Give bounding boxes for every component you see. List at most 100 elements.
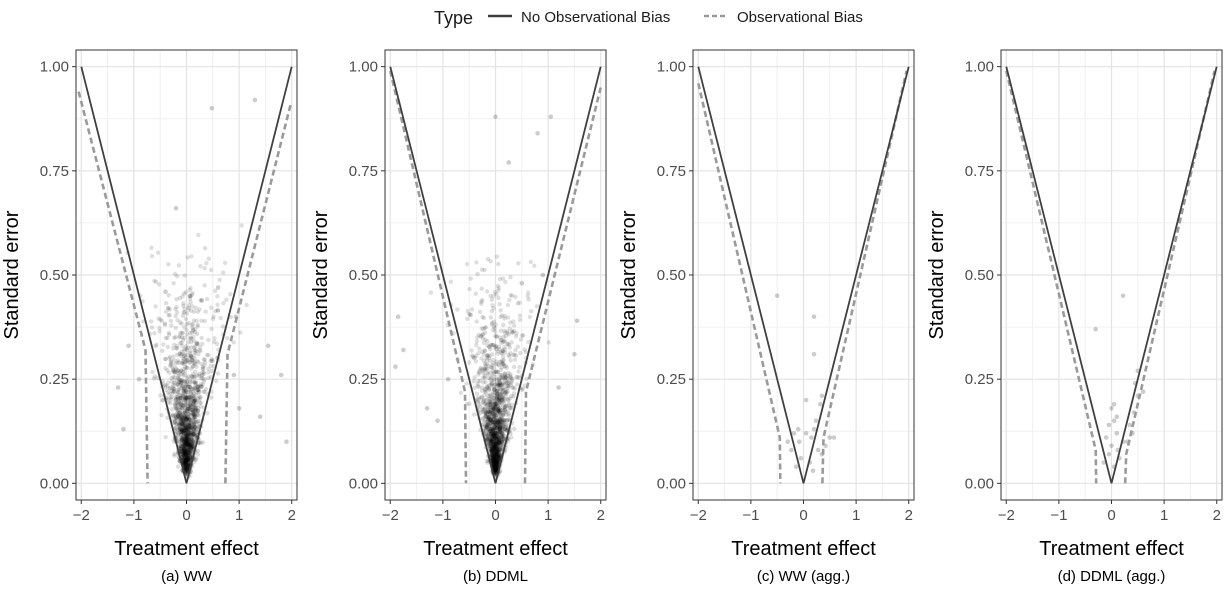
- data-point: [184, 457, 189, 462]
- data-point: [179, 421, 185, 426]
- data-point: [491, 365, 496, 371]
- data-point: [183, 430, 188, 435]
- data-point: [185, 427, 190, 432]
- data-point: [183, 461, 189, 466]
- data-point: [185, 451, 190, 457]
- data-point: [181, 430, 186, 436]
- data-point: [236, 406, 242, 411]
- data-point: [183, 458, 188, 463]
- data-point: [199, 318, 204, 323]
- data-point: [209, 106, 215, 111]
- data-point: [121, 426, 126, 432]
- data-point: [165, 380, 171, 385]
- data-point: [195, 324, 200, 329]
- data-point: [189, 408, 195, 413]
- data-point: [175, 358, 180, 363]
- data-point: [188, 442, 193, 447]
- data-point: [186, 401, 192, 406]
- data-point: [185, 389, 190, 395]
- data-point: [187, 441, 192, 447]
- data-point: [178, 421, 184, 426]
- data-point: [185, 450, 190, 455]
- data-point: [214, 378, 219, 384]
- data-point: [175, 427, 181, 432]
- data-point: [481, 358, 487, 364]
- data-point: [177, 370, 182, 375]
- data-point: [180, 361, 185, 366]
- data-point: [181, 442, 186, 447]
- data-point: [187, 444, 192, 449]
- data-point: [189, 407, 195, 413]
- data-point: [197, 389, 202, 394]
- data-point: [797, 439, 802, 445]
- data-point: [471, 412, 477, 417]
- data-point: [183, 344, 189, 349]
- data-point: [184, 346, 189, 351]
- data-point: [180, 428, 185, 434]
- data-point: [228, 292, 233, 297]
- data-point: [182, 325, 187, 330]
- y-tick-label: 0.50: [657, 267, 686, 284]
- data-point: [177, 351, 182, 357]
- data-point: [204, 296, 210, 302]
- data-point: [194, 402, 199, 408]
- data-point: [179, 349, 184, 354]
- data-point: [184, 465, 190, 471]
- data-point: [181, 370, 186, 375]
- data-point: [182, 414, 187, 419]
- data-point: [193, 350, 198, 355]
- data-point: [184, 460, 189, 465]
- data-point: [152, 331, 157, 336]
- data-point: [149, 253, 155, 259]
- data-point: [183, 450, 188, 455]
- data-point: [199, 335, 204, 341]
- data-point: [181, 422, 186, 427]
- data-point: [238, 330, 243, 335]
- data-point: [485, 407, 490, 413]
- data-point: [169, 358, 174, 363]
- data-point: [188, 308, 194, 313]
- x-tick-label: 1: [235, 507, 243, 524]
- data-point: [184, 433, 190, 439]
- data-point: [182, 346, 187, 352]
- data-point: [192, 360, 197, 365]
- data-point: [509, 435, 514, 440]
- data-point: [192, 431, 197, 436]
- data-point: [185, 449, 190, 455]
- data-point: [187, 457, 192, 462]
- data-point: [192, 362, 198, 367]
- data-point: [815, 447, 821, 453]
- data-point: [186, 404, 191, 409]
- data-point: [190, 445, 195, 450]
- data-point: [464, 262, 470, 267]
- data-point: [184, 432, 189, 437]
- data-point: [192, 428, 198, 434]
- data-point: [179, 399, 184, 404]
- data-point: [191, 334, 196, 340]
- data-point: [182, 443, 187, 449]
- data-point: [186, 448, 191, 453]
- data-point: [278, 372, 284, 378]
- data-point: [182, 452, 187, 457]
- data-point: [183, 384, 188, 389]
- data-point: [535, 131, 540, 136]
- data-point: [183, 410, 188, 416]
- data-point: [188, 431, 194, 436]
- data-point: [177, 414, 182, 420]
- panel-caption: (d) DDML (agg.): [1058, 568, 1166, 585]
- data-point: [194, 318, 199, 323]
- data-point: [199, 298, 204, 303]
- data-point: [179, 406, 185, 411]
- data-point: [181, 389, 186, 394]
- data-point: [182, 440, 187, 445]
- data-point: [469, 348, 474, 353]
- data-point: [187, 395, 192, 400]
- data-point: [185, 441, 191, 446]
- data-point: [208, 358, 213, 364]
- data-point: [500, 360, 505, 366]
- data-point: [187, 398, 192, 403]
- data-point: [811, 351, 817, 357]
- data-point: [185, 423, 190, 428]
- data-point: [184, 405, 189, 411]
- data-point: [189, 419, 194, 424]
